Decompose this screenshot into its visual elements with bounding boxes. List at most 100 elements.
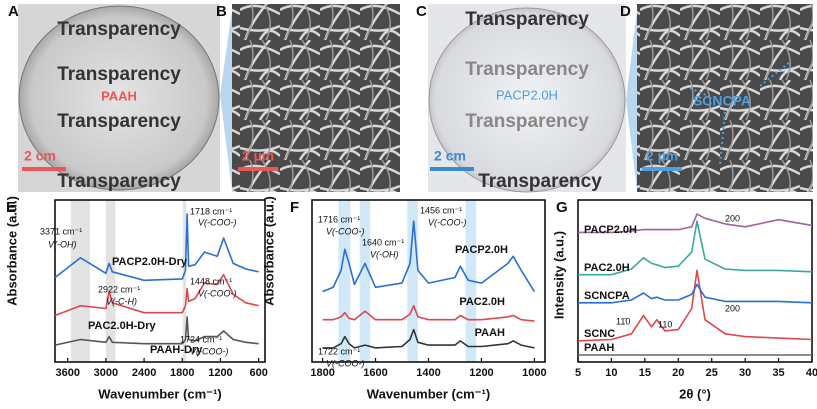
annotation: 1456 cm⁻¹ xyxy=(420,205,462,215)
dish xyxy=(428,7,626,193)
top-row: Transparency Transparency PAAH Transpare… xyxy=(8,3,813,193)
x-tick-label: 1200 xyxy=(208,367,232,379)
series-line xyxy=(577,269,813,342)
print-text: Transparency xyxy=(57,111,181,132)
annotation-sub: V(-OH) xyxy=(48,239,77,249)
x-axis-label: Wavenumber (cm⁻¹) xyxy=(98,386,221,401)
series-label: PAAH xyxy=(475,327,505,339)
panel-letter: C xyxy=(416,3,427,20)
x-tick-label: 20 xyxy=(672,367,684,379)
x-tick-label: 1400 xyxy=(416,367,440,379)
series-label: PAC2.0H xyxy=(584,262,630,274)
sem-image xyxy=(637,4,813,192)
series-label: PACP2.0H xyxy=(584,224,637,236)
plot-frame xyxy=(54,199,266,363)
annotation: 2922 cm⁻¹ xyxy=(98,284,140,294)
series-label: PAC2.0H-Dry xyxy=(88,320,157,332)
series-line xyxy=(578,283,813,304)
scale-text: 2 cm xyxy=(24,148,56,164)
annotation-sub: V(-COO-) xyxy=(190,346,229,356)
x-tick-label: 10 xyxy=(605,367,617,379)
chart: 5 10 15 20 25 30 35 40 2θ (°) Intensity (a.u.) G PA… xyxy=(551,199,817,401)
plot-frame xyxy=(577,199,813,363)
annotation: 3371 cm⁻¹ xyxy=(40,226,82,236)
sample-label: PAAH xyxy=(101,88,137,103)
x-tick-label: 25 xyxy=(706,367,718,379)
annotation-sub: V(-COO-) xyxy=(428,217,467,227)
print-text: Transparency xyxy=(465,59,589,80)
annotation: 1724 cm⁻¹ xyxy=(180,334,222,344)
annotation-sub: V(-COO-) xyxy=(198,217,237,227)
series-label: PACP2.0H xyxy=(455,244,508,256)
x-tick-label: 1800 xyxy=(170,367,194,379)
print-text: Transparency xyxy=(57,19,181,40)
annotation-sub: V(-C-H) xyxy=(106,296,137,306)
series-line xyxy=(54,273,259,317)
series-line xyxy=(578,213,813,234)
x-tick-label: 30 xyxy=(739,367,751,379)
pointer xyxy=(689,61,791,166)
annotation: 1640 cm⁻¹ xyxy=(362,237,404,247)
series-line xyxy=(322,304,535,322)
annotation-sub: V(-OH) xyxy=(370,249,399,259)
annotation: 1722 cm⁻¹ xyxy=(318,346,360,356)
x-tick-label: 1800 xyxy=(310,367,334,379)
annotation: 200 xyxy=(725,303,740,313)
x-axis-label: Wavenumber (cm⁻¹) xyxy=(367,386,490,401)
connector xyxy=(220,10,232,190)
sample-label: PACP2.0H xyxy=(496,87,558,102)
x-tick-label: 3000 xyxy=(94,367,118,379)
x-tick-label: 5 xyxy=(575,367,581,379)
panel-letter: A xyxy=(8,3,19,20)
x-tick-label: 600 xyxy=(249,367,267,379)
connector xyxy=(626,10,637,190)
print-text: Transparency xyxy=(465,111,589,132)
series-label: SCNCPA xyxy=(584,290,630,302)
scale-bar xyxy=(238,167,278,171)
x-tick-label: 2400 xyxy=(132,367,156,379)
annotation: 1448 cm⁻¹ xyxy=(190,276,232,286)
y-axis-label: Intensity (a.u.) xyxy=(551,231,566,319)
series-line xyxy=(322,220,536,293)
panel-letter: G xyxy=(556,199,568,216)
annotation: 110 xyxy=(658,319,672,329)
print-text: Transparency xyxy=(478,171,602,192)
band xyxy=(338,200,351,362)
scale-text: 2 cm xyxy=(434,148,466,164)
band xyxy=(70,200,90,362)
x-axis-label: 2θ (°) xyxy=(679,386,711,401)
series-label: SCNC xyxy=(584,328,615,340)
series-label: PACP2.0H-Dry xyxy=(112,256,188,268)
series-label: PAAH xyxy=(584,342,614,354)
annotation-sub: V(-COO-) xyxy=(198,288,237,298)
series-line xyxy=(578,220,813,276)
panel-letter: D xyxy=(620,3,631,20)
series-line xyxy=(54,213,259,282)
x-tick-label: 35 xyxy=(772,367,784,379)
series-label: PAAH-Dry xyxy=(150,344,203,356)
y-axis-label: Absorbance (a.u.) xyxy=(261,196,276,306)
annotation: 1716 cm⁻¹ xyxy=(318,214,360,224)
scale-text: 2 µm xyxy=(646,148,678,164)
series-label: PAC2.0H xyxy=(459,296,505,308)
band xyxy=(407,200,418,362)
x-tick-label: 15 xyxy=(639,367,651,379)
series-line xyxy=(322,328,535,349)
scale-bar xyxy=(430,167,474,171)
band xyxy=(182,200,187,362)
scale-text: 2 µm xyxy=(242,148,274,164)
x-tick-label: 1000 xyxy=(522,367,546,379)
scale-bar xyxy=(642,167,682,171)
panel-letter: B xyxy=(216,3,227,20)
y-axis-label: Absorbance (a.u.) xyxy=(4,196,19,306)
x-tick-label: 40 xyxy=(806,367,817,379)
sem-image xyxy=(232,4,400,192)
panel-letter: F xyxy=(290,199,299,216)
x-tick-label: 1200 xyxy=(469,367,493,379)
print-text: Transparency xyxy=(57,64,181,85)
annotation: 11̄0 xyxy=(616,316,630,326)
chart: 3600 3000 2400 1800 1200 600 Wavenumber (cm⁻¹)… xyxy=(4,196,267,401)
band xyxy=(105,200,116,362)
scale-bar xyxy=(22,167,66,171)
